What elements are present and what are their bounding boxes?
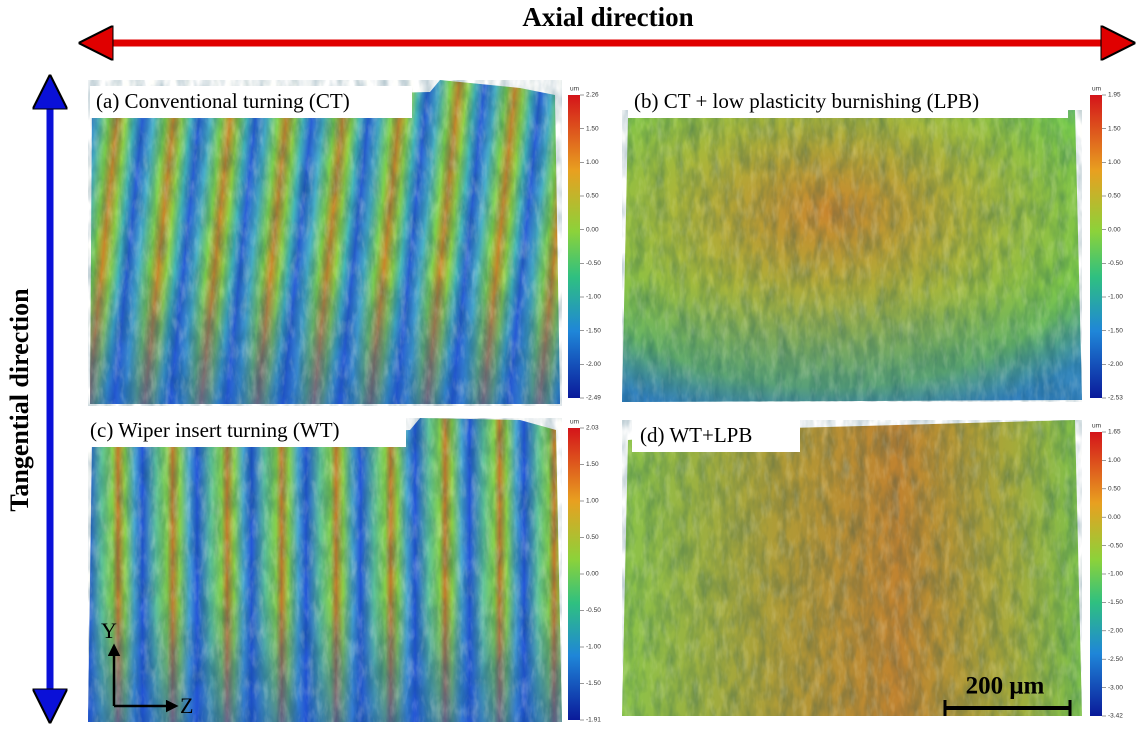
tangential-label: Tangential direction [5, 288, 34, 512]
colorbar-tick-label: 0.50 [1108, 193, 1121, 200]
colorbar-tick-label: 0.50 [1108, 486, 1121, 493]
z-axis-label: Z [180, 693, 193, 718]
colorbar-tick-label: -3.00 [1108, 684, 1123, 691]
colorbar-tick-label: -2.00 [586, 361, 601, 368]
colorbar-tick-label: -0.50 [1108, 260, 1123, 267]
colorbar-tick-label: -1.00 [1108, 571, 1123, 578]
panel-label: (a) Conventional turning (CT) [96, 89, 350, 113]
colorbar-tick-label: 0.50 [586, 534, 599, 541]
colorbar [1090, 432, 1102, 716]
axial-label: Axial direction [522, 2, 693, 32]
colorbar-tick-label: 0.00 [1108, 226, 1121, 233]
colorbar-tick-label: 0.50 [586, 193, 599, 200]
colorbar-unit: um [570, 86, 579, 93]
surface-c [88, 418, 562, 722]
colorbar-tick-label: 2.26 [586, 92, 599, 99]
colorbar [1090, 95, 1102, 398]
colorbar-tick-label: -0.50 [586, 260, 601, 267]
colorbar-tick-label: -2.00 [1108, 361, 1123, 368]
colorbar [568, 428, 580, 720]
colorbar-tick-label: -3.42 [1108, 713, 1123, 720]
colorbar [568, 95, 580, 398]
colorbar-tick-label: -1.00 [586, 644, 601, 651]
panel-label: (b) CT + low plasticity burnishing (LPB) [634, 89, 979, 113]
colorbar-tick-label: 1.00 [1108, 457, 1121, 464]
colorbar-tick-label: 1.00 [586, 498, 599, 505]
y-axis-label: Y [101, 618, 117, 643]
colorbar-tick-label: 0.00 [1108, 514, 1121, 521]
colorbar-tick-label: 1.00 [586, 159, 599, 166]
surface-b [622, 110, 1082, 402]
colorbar-tick-label: -1.91 [586, 717, 601, 724]
colorbar-tick-label: 0.00 [586, 571, 599, 578]
colorbar-tick-label: 1.65 [1108, 429, 1121, 436]
colorbar-unit: um [570, 419, 579, 426]
colorbar-tick-label: 1.00 [1108, 159, 1121, 166]
colorbar-tick-label: -1.50 [586, 680, 601, 687]
colorbar-tick-label: 1.95 [1108, 92, 1121, 99]
colorbar-tick-label: -1.50 [1108, 599, 1123, 606]
colorbar-tick-label: 1.50 [586, 125, 599, 132]
panel-label: (d) WT+LPB [640, 423, 752, 447]
colorbar-tick-label: 0.00 [586, 226, 599, 233]
label-bg [632, 420, 800, 452]
colorbar-tick-label: -0.50 [586, 607, 601, 614]
surface-a [88, 80, 562, 406]
colorbar-tick-label: 1.50 [1108, 125, 1121, 132]
scale-bar-label: 200 μm [966, 673, 1045, 700]
colorbar-tick-label: -1.00 [586, 294, 601, 301]
colorbar-tick-label: -1.00 [1108, 294, 1123, 301]
colorbar-tick-label: -2.50 [1108, 656, 1123, 663]
surface-d [622, 420, 1082, 716]
colorbar-tick-label: 1.50 [586, 461, 599, 468]
panel-label: (c) Wiper insert turning (WT) [90, 418, 340, 442]
label-bg [90, 86, 412, 118]
colorbar-tick-label: -1.50 [586, 327, 601, 334]
colorbar-unit: um [1092, 86, 1101, 93]
colorbar-tick-label: -2.49 [586, 395, 601, 402]
colorbar-tick-label: -1.50 [1108, 327, 1123, 334]
colorbar-tick-label: -0.50 [1108, 542, 1123, 549]
colorbar-unit: um [1092, 423, 1101, 430]
label-bg [628, 86, 1068, 118]
colorbars: um 2.26 1.50 1.00 0.50 0.00 -0.50 -1.00 -1.50 -2.… [568, 86, 1123, 724]
label-bg [84, 415, 406, 447]
colorbar-tick-label: -2.53 [1108, 395, 1123, 402]
colorbar-tick-label: 2.03 [586, 425, 599, 432]
colorbar-tick-label: -2.00 [1108, 628, 1123, 635]
